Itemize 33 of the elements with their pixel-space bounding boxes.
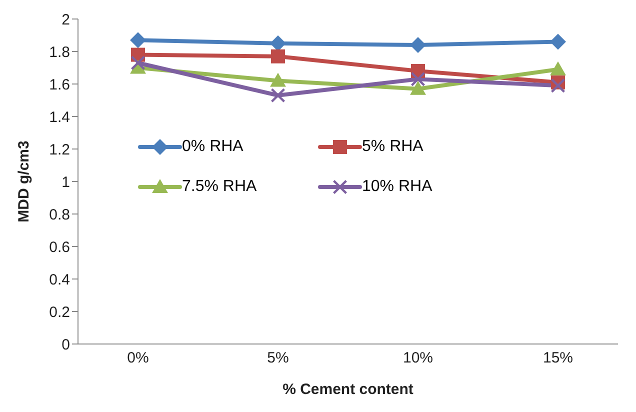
legend-label: 10% RHA xyxy=(362,178,432,196)
legend-label: 5% RHA xyxy=(362,138,424,156)
point xyxy=(131,56,145,70)
point xyxy=(410,37,426,53)
legend-label: 0% RHA xyxy=(182,138,244,156)
point xyxy=(410,80,426,95)
y-tick-label: 1.2 xyxy=(49,141,70,158)
point xyxy=(550,34,566,50)
point xyxy=(550,61,566,76)
y-axis-title: MDD g/cm3 xyxy=(15,140,32,222)
x-tick-label: 5% xyxy=(267,350,289,367)
y-tick-label: 1.6 xyxy=(49,76,70,94)
x-tick-label: 10% xyxy=(402,350,434,367)
y-tick-label: 2 xyxy=(62,11,70,28)
x-axis-title: % Cement content xyxy=(282,381,414,398)
x-tick-label: 15% xyxy=(542,350,574,367)
y-tick-label: 0 xyxy=(62,336,70,354)
point xyxy=(270,72,286,87)
point xyxy=(271,88,285,102)
y-tick-label: 0.6 xyxy=(49,238,70,256)
y-tick-label: 1.8 xyxy=(49,44,70,61)
y-tick-label: 0.2 xyxy=(49,304,70,321)
point xyxy=(271,49,285,64)
y-tick-label: 0.4 xyxy=(49,271,70,288)
point xyxy=(551,78,565,93)
y-tick-label: 1 xyxy=(62,174,70,191)
point xyxy=(130,32,146,48)
y-tick-label: 1.4 xyxy=(49,108,70,126)
x-tick-label: 0% xyxy=(127,350,149,367)
point xyxy=(411,72,425,86)
point xyxy=(270,35,286,52)
legend-label: 7.5% RHA xyxy=(182,178,257,196)
y-tick-label: 0.8 xyxy=(49,206,70,224)
